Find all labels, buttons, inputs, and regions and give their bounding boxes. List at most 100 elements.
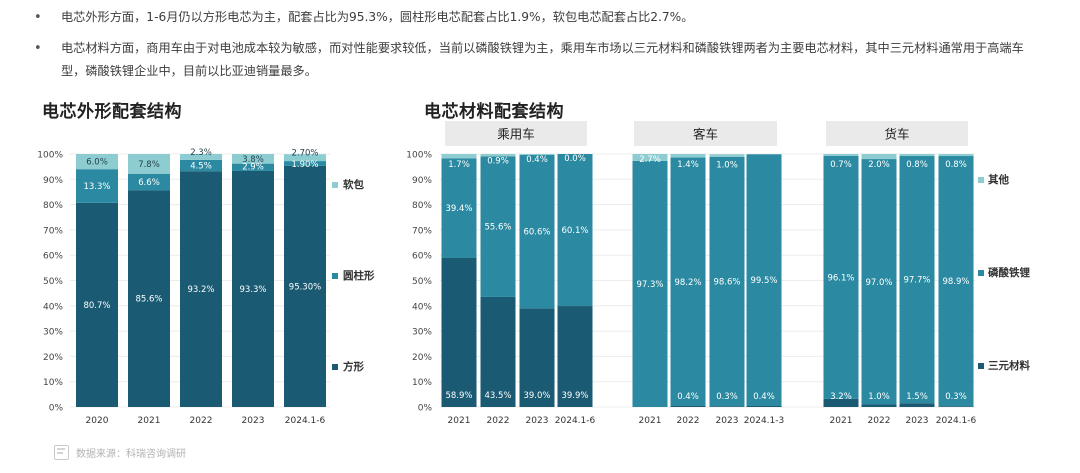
bullet-text: 电芯材料方面，商用车由于对电池成本较为敏感，而对性能要求较低，当前以磷酸铁锂为主…	[61, 41, 1024, 78]
material-x-tick-label: 2024.1-3	[744, 416, 784, 426]
material-data-label: 0.0%	[564, 154, 586, 164]
material-bar-segment-三元材料	[861, 404, 897, 407]
material-bar-segment-磷酸铁锂	[441, 158, 477, 258]
shape-data-label: 80.7%	[83, 301, 110, 311]
shape-x-tick-label: 2020	[86, 416, 109, 426]
material-data-label: 0.4%	[753, 392, 775, 402]
material-bar-segment-三元材料	[557, 306, 593, 407]
shape-data-label: 85.6%	[135, 295, 162, 305]
material-bar-segment-其他	[480, 154, 516, 157]
material-data-label: 0.7%	[830, 160, 852, 170]
material-bar-segment-其他	[519, 154, 555, 156]
material-legend-label: 三元材料	[988, 359, 1030, 372]
material-bar-segment-其他	[441, 154, 477, 159]
source-note: 数据来源：科瑞咨询调研	[54, 445, 186, 460]
material-bar-segment-磷酸铁锂	[709, 156, 745, 407]
material-data-label: 1.4%	[677, 160, 699, 170]
material-bar-segment-三元材料	[823, 398, 859, 407]
material-bar-segment-其他	[632, 154, 668, 161]
shape-x-tick-label: 2024.1-6	[285, 416, 326, 426]
shape-data-label: 93.3%	[239, 285, 266, 295]
shape-legend-swatch	[332, 182, 338, 188]
material-x-tick-label: 2021	[830, 416, 853, 426]
material-bar-segment-磷酸铁锂	[480, 156, 516, 297]
material-data-label: 0.9%	[487, 156, 509, 166]
shape-x-tick-label: 2023	[242, 416, 265, 426]
material-bar-segment-磷酸铁锂	[557, 154, 593, 307]
material-structure-chart: 0% 10% 20% 30% 40% 50% 60% 70% 80% 90% 100% 乘用车 58.9…	[406, 121, 1030, 426]
summary-bullets: • 电芯外形方面，1-6月仍以方形电芯为主，配套占比为95.3%，圆柱形电芯配套…	[34, 6, 1044, 91]
shape-bar-segment-方形	[232, 170, 274, 407]
material-data-label: 58.9%	[445, 391, 472, 401]
shape-x-tick-label: 2022	[190, 416, 213, 426]
bullet-text: 电芯外形方面，1-6月仍以方形电芯为主，配套占比为95.3%，圆柱形电芯配套占比…	[61, 10, 694, 24]
shape-y-tick-label: 80%	[43, 201, 63, 211]
right-chart-title: 电芯材料配套结构	[424, 102, 564, 122]
material-legend-swatch	[978, 177, 984, 183]
material-data-label: 3.2%	[830, 392, 852, 402]
material-data-label: 39.4%	[445, 204, 472, 214]
shape-y-tick-label: 10%	[43, 378, 63, 388]
material-bar-segment-磷酸铁锂	[670, 157, 706, 406]
source-text: 数据来源：科瑞咨询调研	[76, 449, 186, 460]
shape-bar-segment-软包	[232, 154, 274, 164]
material-legend-swatch	[978, 363, 984, 369]
material-data-label: 98.2%	[674, 278, 701, 288]
material-x-tick-label: 2024.1-6	[936, 416, 977, 426]
shape-data-label: 2.70%	[291, 148, 318, 158]
material-data-label: 97.3%	[636, 280, 663, 290]
material-y-tick-label: 80%	[412, 201, 432, 211]
material-x-tick-label: 2021	[448, 416, 471, 426]
material-bar-segment-三元材料	[709, 406, 745, 407]
shape-structure-chart: 0% 10% 20% 30% 40% 50% 60% 70% 80% 90% 100% 80.7% 13…	[37, 148, 375, 426]
shape-data-label: 3.8%	[242, 155, 264, 165]
material-x-tick-label: 2023	[716, 416, 739, 426]
bullet-dot-icon: •	[34, 10, 42, 25]
material-y-tick-label: 100%	[406, 151, 432, 161]
material-bar-segment-磷酸铁锂	[938, 156, 974, 407]
material-bar-segment-其他	[861, 154, 897, 160]
material-x-tick-label: 2022	[868, 416, 891, 426]
material-data-label: 2.0%	[868, 160, 890, 170]
material-data-label: 60.6%	[523, 228, 550, 238]
shape-bar-segment-软包	[76, 154, 118, 170]
material-legend-swatch	[978, 270, 984, 276]
shape-bar-segment-方形	[76, 202, 118, 407]
shape-y-tick-label: 30%	[43, 328, 63, 338]
material-data-label: 99.5%	[750, 276, 777, 286]
material-bar-segment-三元材料	[480, 296, 516, 407]
material-y-tick-label: 0%	[418, 404, 433, 414]
shape-data-label: 2.9%	[242, 163, 264, 173]
group-header-label: 乘用车	[497, 127, 535, 142]
material-data-label: 0.4%	[526, 155, 548, 165]
material-bar-segment-三元材料	[938, 406, 974, 407]
material-data-label: 0.8%	[906, 160, 928, 170]
material-bar-segment-磷酸铁锂	[861, 159, 897, 405]
shape-bar-segment-方形	[180, 171, 222, 407]
material-y-tick-label: 90%	[412, 176, 432, 186]
material-data-label: 2.7%	[639, 155, 661, 165]
material-bar-segment-三元材料	[746, 405, 782, 407]
material-bar-segment-其他	[899, 154, 935, 157]
material-y-tick-label: 30%	[412, 328, 432, 338]
shape-data-label: 1.90%	[291, 160, 318, 170]
material-data-label: 1.7%	[448, 160, 470, 170]
document-icon	[54, 445, 69, 460]
shape-data-label: 6.0%	[86, 158, 108, 168]
material-data-label: 60.1%	[561, 226, 588, 236]
material-data-label: 0.3%	[716, 392, 738, 402]
shape-bar-segment-圆柱形	[284, 161, 326, 166]
shape-legend-swatch	[332, 273, 338, 279]
bullet-item: • 电芯外形方面，1-6月仍以方形电芯为主，配套占比为95.3%，圆柱形电芯配套…	[34, 6, 1044, 29]
shape-data-label: 4.5%	[190, 162, 212, 172]
material-data-label: 96.1%	[827, 273, 854, 283]
material-bar-segment-三元材料	[899, 403, 935, 407]
shape-bar-segment-软包	[284, 154, 326, 162]
left-chart-title: 电芯外形配套结构	[42, 102, 182, 122]
shape-legend-swatch	[332, 364, 338, 370]
material-x-tick-label: 2021	[639, 416, 662, 426]
material-x-tick-label: 2024.1-6	[555, 416, 596, 426]
material-legend-label: 磷酸铁锂	[988, 266, 1030, 279]
material-bar-segment-三元材料	[441, 257, 477, 407]
shape-data-label: 2.3%	[190, 148, 212, 158]
